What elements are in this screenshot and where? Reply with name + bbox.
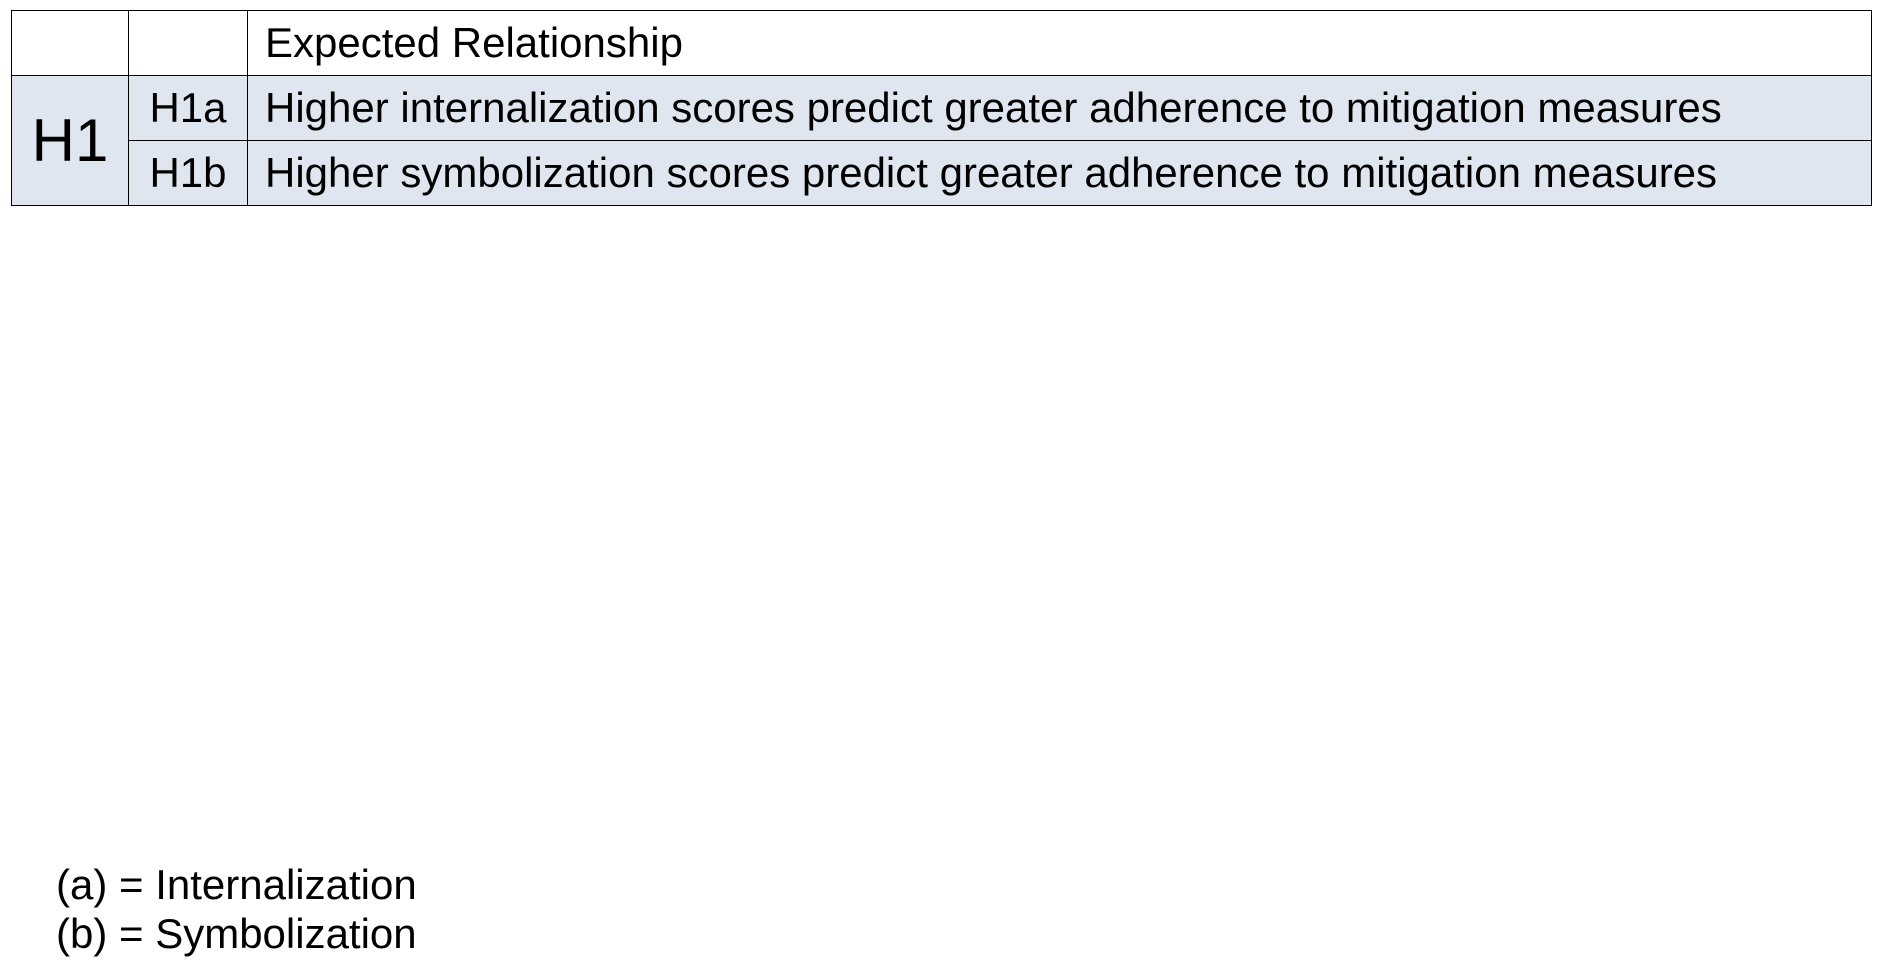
hypothesis-text: Higher internalization scores predict gr… [247, 75, 1872, 141]
legend: (a) = Internalization (b) = Symbolizatio… [56, 860, 417, 958]
hypothesis-group-label: H1 [11, 75, 129, 206]
table-header-row: Expected Relationship [11, 10, 1872, 76]
hypothesis-id: H1a [128, 75, 248, 141]
header-empty-cell-2 [128, 10, 248, 76]
hypothesis-text: Higher symbolization scores predict grea… [247, 140, 1872, 206]
header-empty-cell-1 [11, 10, 129, 76]
table-row: H1 H1a Higher internalization scores pre… [11, 75, 1872, 206]
table-row: H1b Higher symbolization scores predict … [12, 140, 1872, 206]
legend-item: (a) = Internalization [56, 861, 417, 908]
header-expected-relationship: Expected Relationship [247, 10, 1872, 76]
hypothesis-id: H1b [128, 140, 248, 206]
hypotheses-table: Expected Relationship H1 H1a Higher inte… [11, 10, 1872, 206]
legend-item: (b) = Symbolization [56, 910, 417, 957]
